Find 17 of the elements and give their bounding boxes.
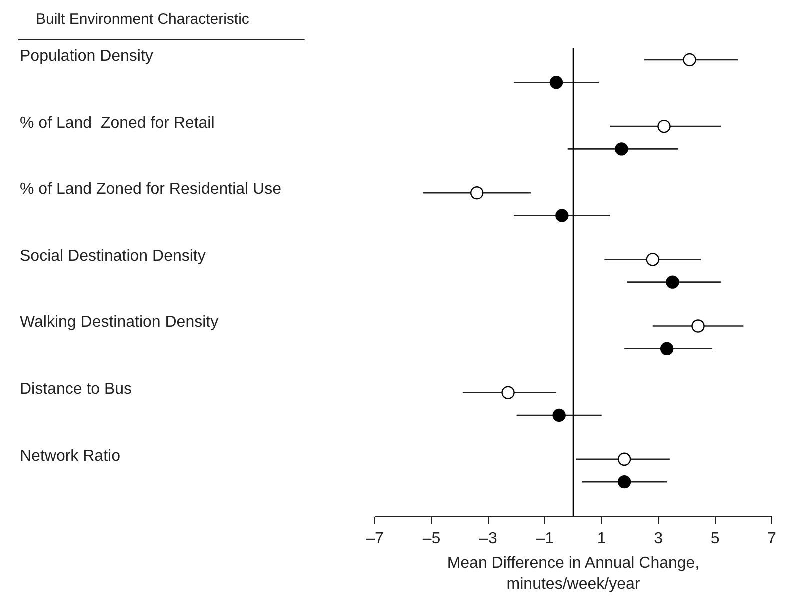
y-tick-label: Network Ratio [20, 448, 121, 465]
y-tick-label: Distance to Bus [20, 381, 132, 398]
x-tick-label: –1 [536, 530, 554, 548]
y-tick-label: Population Density [20, 48, 154, 65]
x-tick-label: –7 [366, 530, 384, 548]
y-axis-title: Built Environment Characteristic [36, 11, 250, 28]
x-tick-label: 5 [710, 530, 720, 548]
x-tick-label: 7 [768, 530, 777, 548]
y-tick-label: % of Land Zoned for Retail [20, 115, 215, 132]
x-axis-title: Mean Difference in Annual Change, minutes/week/year [447, 555, 700, 593]
x-tick-label: –3 [480, 530, 498, 548]
x-tick-label: –5 [422, 530, 441, 548]
y-tick-label: Social Destination Density [20, 248, 206, 265]
x-tick-label: 3 [654, 530, 664, 548]
x-tick-label: 1 [597, 530, 606, 548]
y-tick-label: % of Land Zoned for Residential Use [20, 181, 282, 198]
y-tick-label: Walking Destination Density [20, 314, 219, 331]
